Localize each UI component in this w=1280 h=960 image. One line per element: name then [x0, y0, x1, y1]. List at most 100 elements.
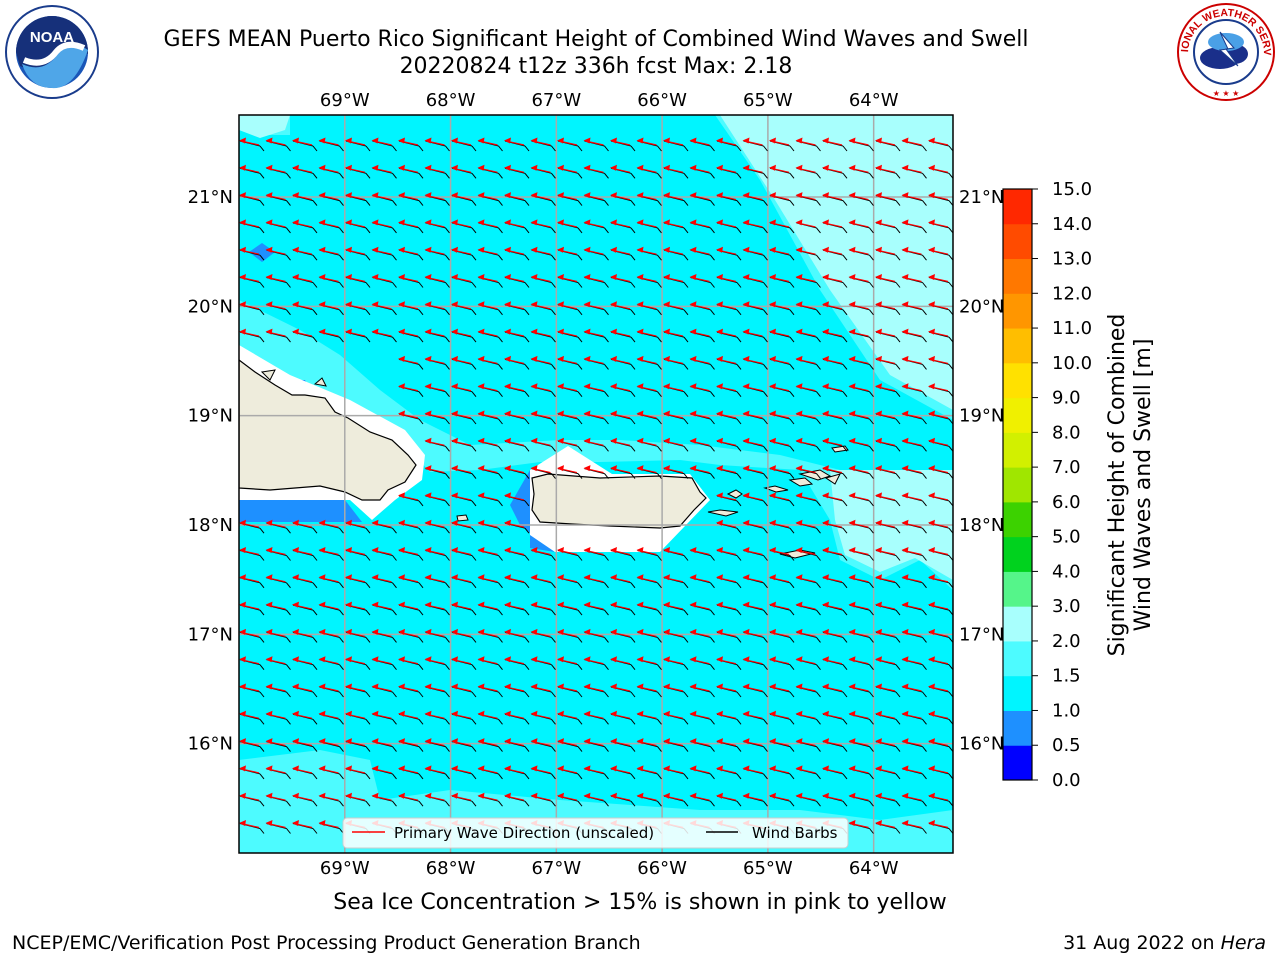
- wave-direction-arrow: [742, 792, 768, 807]
- wave-direction-arrow: [318, 246, 344, 261]
- wave-direction-arrow: [557, 574, 583, 589]
- wave-direction-arrow: [530, 328, 556, 343]
- wave-direction-arrow: [716, 437, 742, 452]
- wave-direction-arrow: [822, 328, 848, 343]
- wave-direction-arrow: [398, 765, 424, 780]
- noaa-logo-text: NOAA: [30, 29, 74, 46]
- wave-direction-arrow: [424, 601, 450, 616]
- wave-direction-arrow: [928, 765, 953, 780]
- wave-direction-arrow: [689, 683, 715, 698]
- wave-direction-arrow: [875, 301, 901, 316]
- wave-direction-arrow: [742, 328, 768, 343]
- wave-direction-arrow: [583, 328, 609, 343]
- land-puerto-rico: [531, 473, 707, 529]
- wave-direction-arrow: [928, 820, 953, 834]
- wave-direction-arrow: [292, 792, 318, 807]
- wave-direction-arrow: [769, 383, 795, 398]
- wave-direction-arrow: [901, 519, 927, 534]
- wave-direction-arrow: [716, 519, 742, 534]
- wave-direction-arrow: [371, 246, 397, 261]
- wave-direction-arrow: [557, 710, 583, 725]
- colorbar-swatch-6: [1003, 536, 1032, 572]
- wave-direction-arrow: [928, 219, 953, 234]
- wave-direction-arrow: [848, 192, 874, 206]
- colorbar-swatch-1: [1003, 710, 1032, 746]
- wave-direction-arrow: [610, 301, 636, 316]
- wave-direction-arrow: [398, 574, 424, 589]
- colorbar-swatch-4: [1003, 606, 1032, 642]
- wave-direction-arrow: [795, 574, 821, 589]
- wave-direction-arrow: [636, 574, 662, 589]
- wave-direction-arrow: [477, 383, 503, 398]
- wave-direction-arrow: [451, 765, 477, 780]
- wave-direction-arrow: [424, 765, 450, 780]
- wave-direction-arrow: [504, 437, 530, 452]
- wave-direction-arrow: [901, 465, 927, 479]
- svg-text:★ ★ ★: ★ ★ ★: [1213, 89, 1240, 98]
- wave-direction-arrow: [530, 792, 556, 807]
- wave-direction-arrow: [716, 355, 742, 370]
- wave-direction-arrow: [928, 601, 953, 616]
- wave-direction-arrow: [901, 274, 927, 288]
- x-tick-top-label-1: 68°W: [426, 90, 476, 111]
- colorbar-tick-label-14: 12.0: [1052, 283, 1092, 304]
- colorbar-tick-label-5: 3.0: [1052, 596, 1081, 617]
- x-tick-top-label-4: 65°W: [743, 90, 793, 111]
- wave-direction-arrow: [239, 738, 265, 752]
- wave-direction-arrow: [292, 601, 318, 616]
- wave-direction-arrow: [636, 437, 662, 452]
- wave-direction-arrow: [689, 410, 715, 425]
- wave-direction-arrow: [822, 164, 848, 179]
- colorbar-swatch-8: [1003, 467, 1032, 503]
- wave-direction-arrow: [901, 328, 927, 343]
- wave-direction-arrow: [822, 547, 848, 561]
- legend-label-barbs: Wind Barbs: [752, 824, 838, 842]
- wave-direction-arrow: [795, 628, 821, 643]
- wave-direction-arrow: [663, 656, 689, 671]
- wave-direction-arrow: [795, 383, 821, 398]
- wave-direction-arrow: [848, 574, 874, 589]
- colorbar-tick-label-6: 4.0: [1052, 561, 1081, 582]
- wave-direction-arrow: [318, 519, 344, 534]
- wave-direction-arrow: [610, 710, 636, 725]
- wave-direction-arrow: [636, 383, 662, 398]
- wave-direction-arrow: [822, 656, 848, 671]
- colorbar-tick-label-3: 1.5: [1052, 666, 1081, 687]
- wave-direction-arrow: [610, 246, 636, 261]
- wave-direction-arrow: [345, 765, 371, 780]
- wave-direction-arrow: [583, 246, 609, 261]
- wave-direction-arrow: [795, 219, 821, 234]
- wave-direction-arrow: [239, 765, 265, 780]
- wave-direction-arrow: [451, 492, 477, 507]
- wave-direction-arrow: [875, 683, 901, 698]
- wave-direction-arrow: [318, 628, 344, 643]
- wave-direction-arrow: [530, 683, 556, 698]
- wave-direction-arrow: [663, 683, 689, 698]
- land-hispaniola: [239, 359, 417, 501]
- wave-direction-arrow: [742, 355, 768, 370]
- wave-direction-arrow: [504, 656, 530, 671]
- wave-direction-arrow: [530, 219, 556, 234]
- wave-direction-arrow: [689, 656, 715, 671]
- wave-direction-arrow: [901, 656, 927, 671]
- wave-direction-arrow: [875, 328, 901, 343]
- wave-direction-arrow: [769, 710, 795, 725]
- wave-direction-arrow: [371, 574, 397, 589]
- wave-direction-arrow: [318, 328, 344, 343]
- wave-direction-arrow: [795, 301, 821, 316]
- wave-direction-arrow: [875, 738, 901, 752]
- wave-direction-arrow: [848, 355, 874, 370]
- wave-direction-arrow: [716, 410, 742, 425]
- wave-direction-arrow: [636, 601, 662, 616]
- footer-date-text: 31 Aug 2022 on: [1063, 932, 1221, 954]
- wave-direction-arrow: [663, 301, 689, 316]
- wave-direction-arrow: [742, 410, 768, 425]
- wave-direction-arrow: [663, 738, 689, 752]
- wave-direction-arrow: [795, 492, 821, 507]
- wave-direction-arrows: [239, 137, 953, 834]
- wave-direction-arrow: [424, 219, 450, 234]
- wave-direction-arrow: [663, 137, 689, 152]
- wave-direction-arrow: [875, 492, 901, 507]
- wave-direction-arrow: [239, 192, 265, 206]
- wave-direction-arrow: [477, 547, 503, 561]
